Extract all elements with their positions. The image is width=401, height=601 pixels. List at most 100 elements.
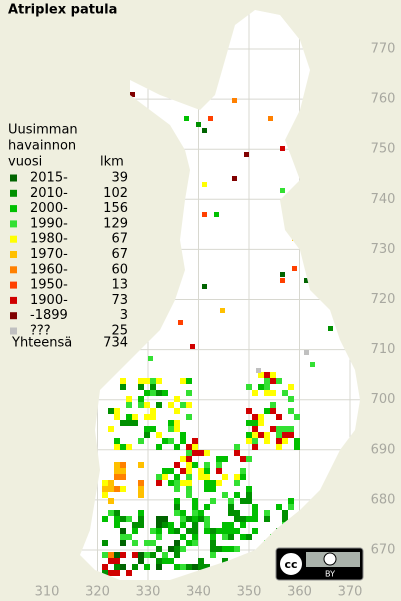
legend-swatch xyxy=(10,312,17,320)
observation-square xyxy=(210,486,216,492)
observation-square xyxy=(174,486,180,492)
observation-square xyxy=(156,558,162,564)
observation-square xyxy=(138,492,144,498)
observation-square xyxy=(102,540,108,546)
observation-square xyxy=(196,122,201,127)
observation-square xyxy=(150,552,156,558)
observation-square xyxy=(282,426,288,432)
observation-square xyxy=(114,408,120,414)
observation-square xyxy=(288,426,294,432)
observation-square xyxy=(120,444,126,450)
legend-count: 39 xyxy=(111,171,128,186)
observation-square xyxy=(288,504,294,510)
observation-square xyxy=(180,516,186,522)
legend-swatch xyxy=(10,296,17,304)
observation-square xyxy=(144,432,150,438)
observation-square xyxy=(246,534,252,540)
observation-square xyxy=(252,432,258,438)
observation-square xyxy=(228,498,234,504)
observation-square xyxy=(168,522,174,528)
observation-square xyxy=(258,432,264,438)
observation-square xyxy=(252,528,258,534)
observation-square xyxy=(210,480,216,486)
observation-square xyxy=(204,504,210,510)
observation-square xyxy=(120,384,126,390)
observation-square xyxy=(156,432,162,438)
observation-square xyxy=(288,408,294,414)
observation-square xyxy=(180,432,186,438)
legend-label: 1960- xyxy=(30,262,68,277)
observation-square xyxy=(138,516,144,522)
observation-square xyxy=(108,408,114,414)
observation-square xyxy=(246,432,252,438)
legend-swatch xyxy=(10,220,17,228)
observation-square xyxy=(216,456,222,462)
legend-swatch xyxy=(10,281,17,289)
observation-square xyxy=(180,378,186,384)
cc-circle xyxy=(278,551,304,577)
observation-square xyxy=(204,480,210,486)
observation-square xyxy=(228,522,234,528)
y-tick-label: 720 xyxy=(371,292,396,307)
observation-square xyxy=(144,426,150,432)
observation-square xyxy=(174,510,180,516)
observation-square xyxy=(216,546,222,552)
y-tick-label: 670 xyxy=(371,543,396,558)
observation-square xyxy=(222,534,228,540)
observation-square xyxy=(174,462,180,468)
observation-square xyxy=(222,474,228,480)
observation-square xyxy=(114,522,120,528)
observation-square xyxy=(138,480,144,486)
observation-square xyxy=(270,408,276,414)
observation-square xyxy=(178,320,183,325)
observation-square xyxy=(114,474,120,480)
observation-square xyxy=(174,564,180,570)
observation-square xyxy=(198,468,204,474)
observation-square xyxy=(220,308,225,313)
x-tick-label: 340 xyxy=(186,585,211,600)
observation-square xyxy=(204,474,210,480)
observation-square xyxy=(108,570,114,576)
observation-square xyxy=(294,444,300,450)
observation-square xyxy=(192,528,198,534)
observation-square xyxy=(150,540,156,546)
observation-square xyxy=(210,534,216,540)
observation-square xyxy=(198,474,204,480)
observation-square xyxy=(216,528,222,534)
observation-square xyxy=(204,450,210,456)
observation-square xyxy=(168,426,174,432)
legend-label: ??? xyxy=(30,324,51,339)
observation-square xyxy=(174,444,180,450)
observation-square xyxy=(162,390,168,396)
observation-square xyxy=(186,414,192,420)
legend-swatch xyxy=(10,235,17,243)
legend-swatch xyxy=(10,266,17,274)
observation-square xyxy=(168,438,174,444)
observation-square xyxy=(150,414,156,420)
observation-square xyxy=(138,438,144,444)
observation-square xyxy=(174,426,180,432)
observation-square xyxy=(204,564,210,570)
observation-square xyxy=(138,384,144,390)
observation-square xyxy=(204,528,210,534)
observation-square xyxy=(276,378,282,384)
observation-square xyxy=(114,462,120,468)
observation-square xyxy=(162,468,168,474)
observation-square xyxy=(156,474,162,480)
y-tick-label: 700 xyxy=(371,392,396,407)
observation-square xyxy=(174,498,180,504)
observation-square xyxy=(162,552,168,558)
observation-square xyxy=(240,516,246,522)
observation-square xyxy=(234,450,240,456)
observation-square xyxy=(228,510,234,516)
observation-square xyxy=(150,384,156,390)
observation-square xyxy=(120,420,126,426)
observation-square xyxy=(132,540,138,546)
observation-square xyxy=(288,432,294,438)
observation-square xyxy=(102,480,108,486)
observation-square xyxy=(222,522,228,528)
legend-swatch xyxy=(10,205,17,213)
x-tick-label: 370 xyxy=(338,585,363,600)
observation-square xyxy=(192,510,198,516)
observation-square xyxy=(240,456,246,462)
